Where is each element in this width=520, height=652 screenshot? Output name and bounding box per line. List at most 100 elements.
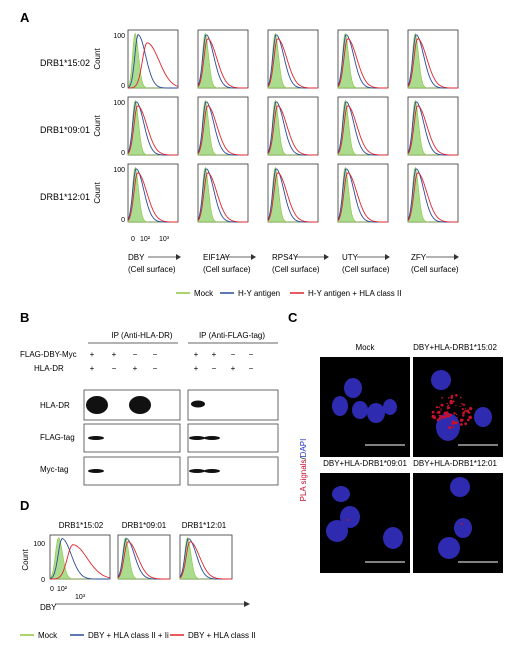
- pla-title-drb1-0901: DBY+HLA-DRB1*09:01: [323, 459, 407, 468]
- column-label-dby: DBY (Cell surface): [128, 253, 176, 274]
- histogram-panel: [267, 163, 319, 223]
- hy-antigen-histogram: [127, 33, 178, 89]
- pla-dot: [469, 407, 473, 411]
- hy-hla-histogram: [197, 38, 248, 89]
- hy-hla-histogram: [127, 172, 178, 223]
- pla-dot: [447, 397, 450, 399]
- pla-dot: [452, 426, 455, 429]
- ip-anti-hla-dr-header: IP (Anti-HLA-DR): [111, 331, 173, 340]
- lane-sign: +: [212, 350, 217, 359]
- axis-arrowhead: [385, 254, 390, 260]
- lane-sign: +: [194, 364, 199, 373]
- column-label-eif1ay: EIF1AY (Cell surface): [203, 253, 251, 274]
- pla-dot: [448, 426, 452, 430]
- panel-b-label: B: [20, 310, 29, 325]
- pla-dot: [461, 402, 463, 405]
- hy-hla-histogram: [407, 105, 458, 156]
- hy-hla-histogram: [407, 172, 458, 223]
- panel-d-histograms: [49, 534, 233, 580]
- histogram-panel: [407, 96, 459, 156]
- svg-text:(Cell surface): (Cell surface): [272, 265, 320, 274]
- axis-arrowhead: [324, 254, 329, 260]
- row-label-drb1-0901: DRB1*09:01: [40, 125, 90, 135]
- band-hla-dr-ip2-lane1: [191, 400, 205, 408]
- legend-hy-label: H-Y antigen: [238, 289, 280, 298]
- histogram-panel: [197, 163, 249, 223]
- band-myc-ip2-lane1: [189, 469, 205, 473]
- blot-label-flag-tag: FLAG-tag: [40, 433, 75, 442]
- pla-dot: [451, 420, 455, 424]
- count-axis-label: Count: [93, 115, 102, 137]
- pla-dot: [449, 399, 453, 404]
- pla-dot: [464, 422, 468, 426]
- d-legend-mock: Mock: [38, 631, 58, 640]
- histogram-panel: [127, 29, 179, 89]
- pla-dot: [347, 519, 349, 521]
- band-flag-lane1: [88, 436, 104, 440]
- pla-dot: [438, 406, 441, 409]
- column-label-rps4y: RPS4Y (Cell surface): [272, 253, 320, 274]
- panel-b-western-blot: IP (Anti-HLA-DR) IP (Anti-FLAG-tag) FLAG…: [20, 331, 279, 486]
- nucleus: [436, 413, 460, 441]
- a-xtick-100: 10²: [140, 236, 151, 243]
- d-legend-hla: DBY + HLA class II: [188, 631, 256, 640]
- hy-antigen-histogram: [49, 537, 110, 580]
- band-myc-ip2-lane2: [204, 469, 220, 473]
- hy-hla-histogram: [197, 105, 248, 156]
- histogram-panel: [337, 96, 389, 156]
- panel-c-pla-images: Mock DBY+HLA-DRB1*15:02 DBY+HLA-DRB1*09:…: [299, 343, 503, 573]
- pla-dot: [461, 523, 463, 525]
- lane-sign: +: [194, 350, 199, 359]
- histogram-panel: [127, 163, 179, 223]
- hy-hla-histogram: [50, 544, 111, 580]
- svg-text:(Cell surface): (Cell surface): [128, 265, 176, 274]
- d-xtick-0: 0: [50, 586, 54, 593]
- pla-dot: [441, 415, 445, 419]
- count-axis-label: Count: [93, 182, 102, 204]
- pla-dot: [462, 414, 465, 417]
- pla-image-drb1-1502: [413, 357, 503, 457]
- nucleus: [367, 403, 385, 423]
- lane-sign: −: [133, 350, 138, 359]
- histogram-panel: [197, 96, 249, 156]
- histogram-panel: [267, 29, 319, 89]
- svg-text:DBY: DBY: [128, 253, 145, 262]
- blot-label-hla-dr: HLA-DR: [40, 401, 70, 410]
- hy-hla-histogram: [127, 105, 178, 156]
- lane-sign: +: [90, 350, 95, 359]
- d-histogram-panel: [117, 534, 171, 580]
- lane-signs: + + − − + + − − + − + − + − + −: [90, 350, 254, 373]
- histogram-panel: [407, 29, 459, 89]
- row-label-hla-dr: HLA-DR: [34, 364, 64, 373]
- d-xaxis-arrow: [55, 601, 250, 607]
- histogram-panel: [337, 29, 389, 89]
- lane-sign: +: [231, 364, 236, 373]
- nucleus: [383, 399, 397, 415]
- pla-dot: [441, 396, 443, 399]
- lane-sign: −: [249, 364, 254, 373]
- pla-dot: [449, 413, 453, 417]
- axis-arrowhead: [251, 254, 256, 260]
- d-ytick-0: 0: [41, 577, 45, 584]
- band-flag-ip2-lane1: [189, 436, 205, 440]
- pla-dot: [464, 410, 467, 412]
- pla-dot: [431, 410, 435, 414]
- ip-anti-flag-header: IP (Anti-FLAG-tag): [199, 331, 265, 340]
- histogram-panel: [197, 29, 249, 89]
- pla-dot: [440, 408, 442, 410]
- lane-sign: +: [90, 364, 95, 373]
- ytick-0: 0: [121, 83, 125, 90]
- pla-dot: [447, 404, 450, 407]
- lane-sign: −: [249, 350, 254, 359]
- svg-text:RPS4Y: RPS4Y: [272, 253, 299, 262]
- hy-hla-histogram: [179, 541, 232, 580]
- pla-dot: [450, 394, 454, 398]
- lane-sign: −: [231, 350, 236, 359]
- svg-text:(Cell surface): (Cell surface): [342, 265, 390, 274]
- svg-text:EIF1AY: EIF1AY: [203, 253, 231, 262]
- d-xtick-100: 10²: [57, 586, 68, 593]
- panel-a-label: A: [20, 10, 30, 25]
- hy-hla-histogram: [337, 105, 388, 156]
- pla-dot: [455, 421, 459, 425]
